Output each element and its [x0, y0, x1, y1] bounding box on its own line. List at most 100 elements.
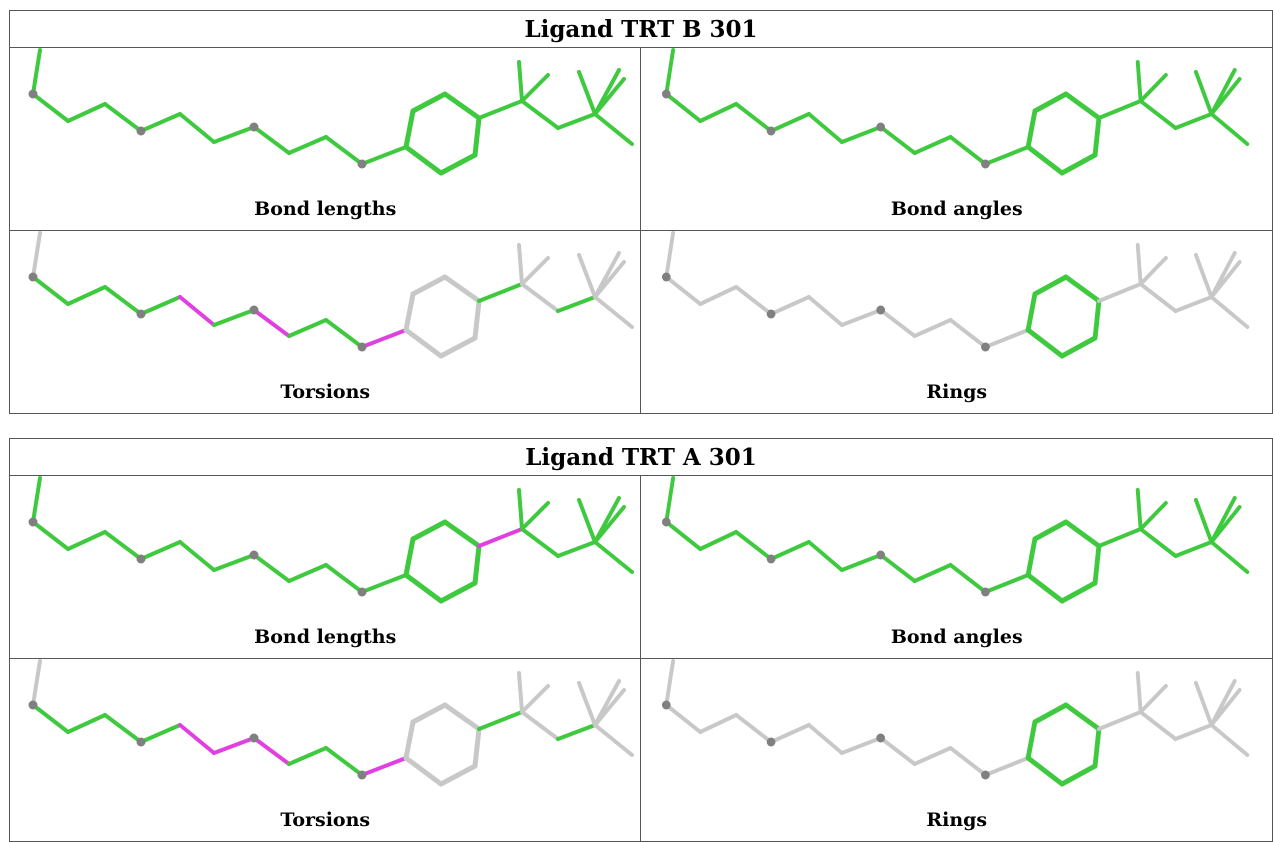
bond-line — [913, 318, 953, 338]
atom-sphere — [28, 700, 38, 710]
bond-line — [807, 295, 845, 327]
bond-line — [1194, 498, 1214, 544]
bond-line — [178, 540, 216, 572]
bond-line — [472, 726, 482, 769]
bond-line — [103, 713, 143, 744]
bond-line — [212, 308, 256, 327]
bond-line — [1026, 536, 1038, 578]
bond-line — [593, 679, 621, 727]
bond-line — [1064, 91, 1102, 121]
bond-line — [556, 540, 597, 558]
bond-line — [840, 125, 884, 144]
bond-line — [410, 519, 448, 542]
atom-sphere — [249, 733, 259, 743]
bond-line — [442, 274, 482, 304]
cell-caption: Bond lengths — [254, 198, 397, 220]
molecule-diagram — [28, 659, 634, 787]
bond-line — [287, 746, 328, 766]
bond-line — [1032, 519, 1069, 542]
atom-sphere — [136, 309, 146, 319]
bond-line — [577, 498, 597, 544]
bond-line — [477, 282, 524, 303]
bond-line — [913, 135, 953, 155]
bond-line — [103, 102, 143, 133]
bond-line — [769, 723, 812, 744]
bond-line — [840, 553, 884, 572]
bond-line — [403, 327, 444, 359]
torsions-cell: Torsions — [8, 658, 642, 842]
bond-line — [178, 723, 216, 755]
cell-caption: Torsions — [280, 381, 371, 403]
cell-caption: Rings — [926, 809, 988, 831]
bond-line — [1136, 243, 1144, 286]
bond-line — [807, 112, 845, 144]
bond-lengths-cell: Bond lengths — [8, 47, 642, 231]
bond-line — [1032, 91, 1069, 114]
atom-sphere — [28, 89, 38, 99]
bond-line — [477, 710, 524, 731]
bond-line — [403, 536, 416, 578]
bond-line — [477, 527, 524, 548]
atom-sphere — [981, 342, 991, 352]
bond-line — [1026, 719, 1038, 761]
bond-line — [403, 144, 444, 176]
atom-sphere — [136, 737, 146, 747]
bond-line — [1209, 496, 1238, 544]
bond-line — [1026, 327, 1065, 359]
bond-line — [360, 573, 408, 594]
bond-line — [1209, 723, 1250, 757]
bond-line — [664, 275, 703, 306]
bond-line — [103, 530, 143, 561]
bond-line — [139, 723, 182, 744]
molecule-diagram — [662, 231, 1250, 359]
bond-line — [31, 659, 42, 707]
bond-line — [1194, 681, 1214, 727]
bond-line — [698, 713, 739, 734]
bond-line — [403, 572, 444, 604]
panel-title: Ligand TRT A 301 — [9, 438, 1273, 476]
atom-sphere — [981, 587, 991, 597]
bond-line — [31, 476, 42, 524]
atom-sphere — [662, 272, 672, 282]
bond-line — [983, 145, 1031, 166]
bond-line — [31, 520, 70, 551]
bond-line — [1060, 580, 1098, 604]
bond-line — [178, 112, 216, 144]
bond-line — [324, 318, 364, 349]
bond-line — [1064, 274, 1102, 304]
atom-sphere — [357, 770, 367, 780]
bond-line — [324, 746, 364, 777]
bond-line — [31, 275, 70, 306]
bond-line — [287, 563, 328, 583]
bond-line — [517, 243, 524, 286]
bond-line — [1209, 295, 1250, 329]
cell-caption: Bond angles — [890, 198, 1023, 220]
bond-line — [1174, 723, 1214, 741]
bond-line — [139, 112, 182, 133]
bond-line — [879, 125, 918, 155]
bond-line — [472, 543, 482, 586]
bond-line — [520, 282, 560, 313]
atom-sphere — [249, 550, 259, 560]
bond-line — [66, 102, 107, 123]
bond-line — [410, 91, 448, 114]
bond-line — [252, 308, 291, 338]
bond-line — [1139, 710, 1178, 741]
cell-caption: Torsions — [280, 809, 371, 831]
bond-line — [477, 99, 524, 120]
bond-line — [438, 763, 478, 787]
bond-line — [1139, 99, 1178, 130]
bond-line — [31, 703, 70, 734]
ligand-table-2: Ligand TRT A 301 Bond lengths Bond angle… — [8, 438, 1273, 842]
bond-line — [520, 527, 560, 558]
atom-sphere — [357, 587, 367, 597]
bond-line — [66, 285, 107, 306]
bond-line — [913, 746, 953, 766]
bond-line — [664, 476, 676, 524]
bond-line — [734, 285, 774, 316]
bond-line — [913, 563, 953, 583]
bond-line — [1093, 298, 1102, 341]
bond-line — [1097, 710, 1144, 731]
bond-line — [403, 291, 416, 333]
bond-line — [734, 713, 774, 744]
